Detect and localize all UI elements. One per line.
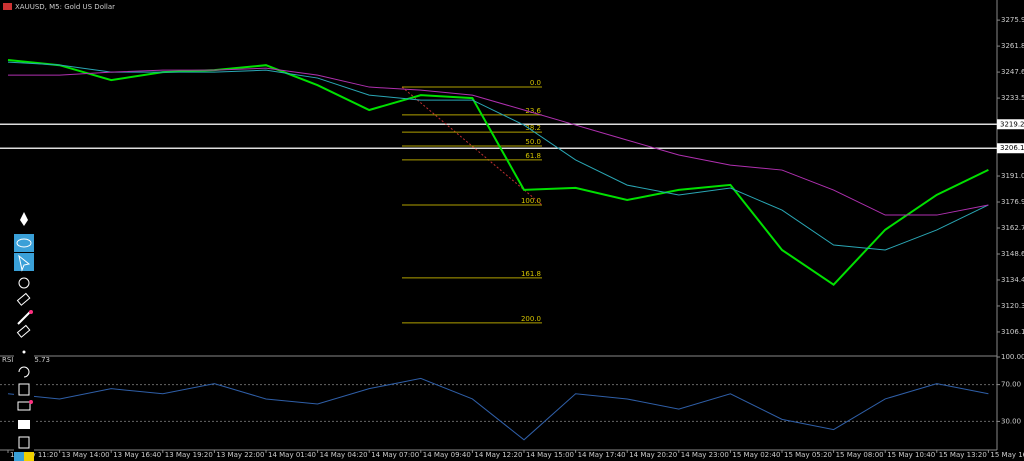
blue-tab[interactable] [14, 452, 24, 461]
x-tick-label: 14 May 09:40 [423, 451, 471, 459]
fib-label: 100.0 [521, 197, 541, 205]
y-tick-label: 70.00 [1001, 381, 1021, 389]
x-tick-label: 15 May 16:00 [990, 451, 1024, 459]
x-tick-label: 14 May 01:40 [268, 451, 316, 459]
x-tick-label: 14 May 23:00 [681, 451, 729, 459]
series-line [7, 377, 989, 441]
price-label-box [997, 119, 1024, 130]
toolbar-body [14, 272, 34, 460]
x-tick-label: 14 May 07:00 [371, 451, 419, 459]
x-tick-label: 14 May 04:20 [320, 451, 368, 459]
y-tick-label: 3120.30 [1001, 302, 1024, 310]
y-tick-label: 3106.15 [1001, 328, 1024, 336]
y-tick-label: 3233.50 [1001, 94, 1024, 102]
x-tick-label: 13 May 11:20 [10, 451, 58, 459]
line-icon[interactable] [17, 311, 31, 325]
magnet-icon[interactable] [18, 277, 30, 289]
ruler-icon[interactable] [16, 324, 31, 338]
x-tick-label: 15 May 05:20 [784, 451, 832, 459]
fib-label: 23.6 [525, 107, 541, 115]
y-tick-label: 3275.95 [1001, 16, 1024, 24]
series-line [7, 61, 989, 251]
y-tick-label: 3176.90 [1001, 198, 1024, 206]
x-tick-label: 13 May 16:40 [113, 451, 161, 459]
fib-label: 0.0 [530, 79, 541, 87]
series-line [8, 67, 989, 216]
toolbar [14, 212, 34, 461]
price-label-box [997, 143, 1024, 154]
fib-label: 50.0 [525, 138, 541, 146]
pen-icon[interactable] [20, 212, 28, 226]
eye-icon [16, 238, 32, 248]
x-tick-label: 15 May 08:00 [836, 451, 884, 459]
price-label: 3219.24 [1000, 120, 1024, 128]
undo-icon[interactable] [18, 366, 30, 378]
fib-label: 200.0 [521, 315, 541, 323]
x-tick-label: 14 May 15:00 [526, 451, 574, 459]
dot-icon[interactable] [22, 350, 26, 354]
eye-button[interactable] [14, 234, 34, 252]
camera-icon[interactable] [18, 420, 30, 429]
fib-label: 38.2 [525, 124, 541, 132]
y-tick-label: 3134.45 [1001, 276, 1024, 284]
eraser-icon[interactable] [16, 292, 31, 306]
y-tick-label: 100.00 [1001, 353, 1024, 361]
y-tick-label: 3162.75 [1001, 224, 1024, 232]
fib-trend [401, 86, 543, 206]
yellow-tab[interactable] [24, 452, 34, 461]
x-tick-label: 15 May 02:40 [732, 451, 780, 459]
x-tick-label: 13 May 14:00 [62, 451, 110, 459]
cursor-icon [18, 254, 31, 272]
chart-title: XAUUSD, M5: Gold US Dollar [15, 3, 115, 11]
fib-label: 61.8 [525, 152, 541, 160]
cursor-button[interactable] [14, 253, 34, 271]
x-tick-label: 13 May 19:20 [165, 451, 213, 459]
x-tick-label: 13 May 22:00 [216, 451, 264, 459]
x-tick-label: 15 May 13:20 [939, 451, 987, 459]
y-tick-label: 3247.65 [1001, 68, 1024, 76]
fib-label: 161.8 [521, 270, 541, 278]
y-tick-label: 3261.80 [1001, 42, 1024, 50]
x-tick-label: 14 May 17:40 [578, 451, 626, 459]
dot [29, 400, 33, 404]
cart-icon[interactable] [17, 401, 31, 411]
dot [29, 310, 33, 314]
x-tick-label: 15 May 10:40 [887, 451, 935, 459]
y-tick-label: 30.00 [1001, 417, 1021, 425]
y-tick-label: 3191.05 [1001, 172, 1024, 180]
x-tick-label: 14 May 20:20 [629, 451, 677, 459]
x-tick-label: 14 May 12:20 [474, 451, 522, 459]
clipboard-icon[interactable] [18, 436, 30, 449]
y-tick-label: 3148.60 [1001, 250, 1024, 258]
price-label: 3206.18 [1000, 144, 1024, 152]
trash-icon[interactable] [18, 383, 30, 396]
symbol-icon [3, 3, 12, 10]
